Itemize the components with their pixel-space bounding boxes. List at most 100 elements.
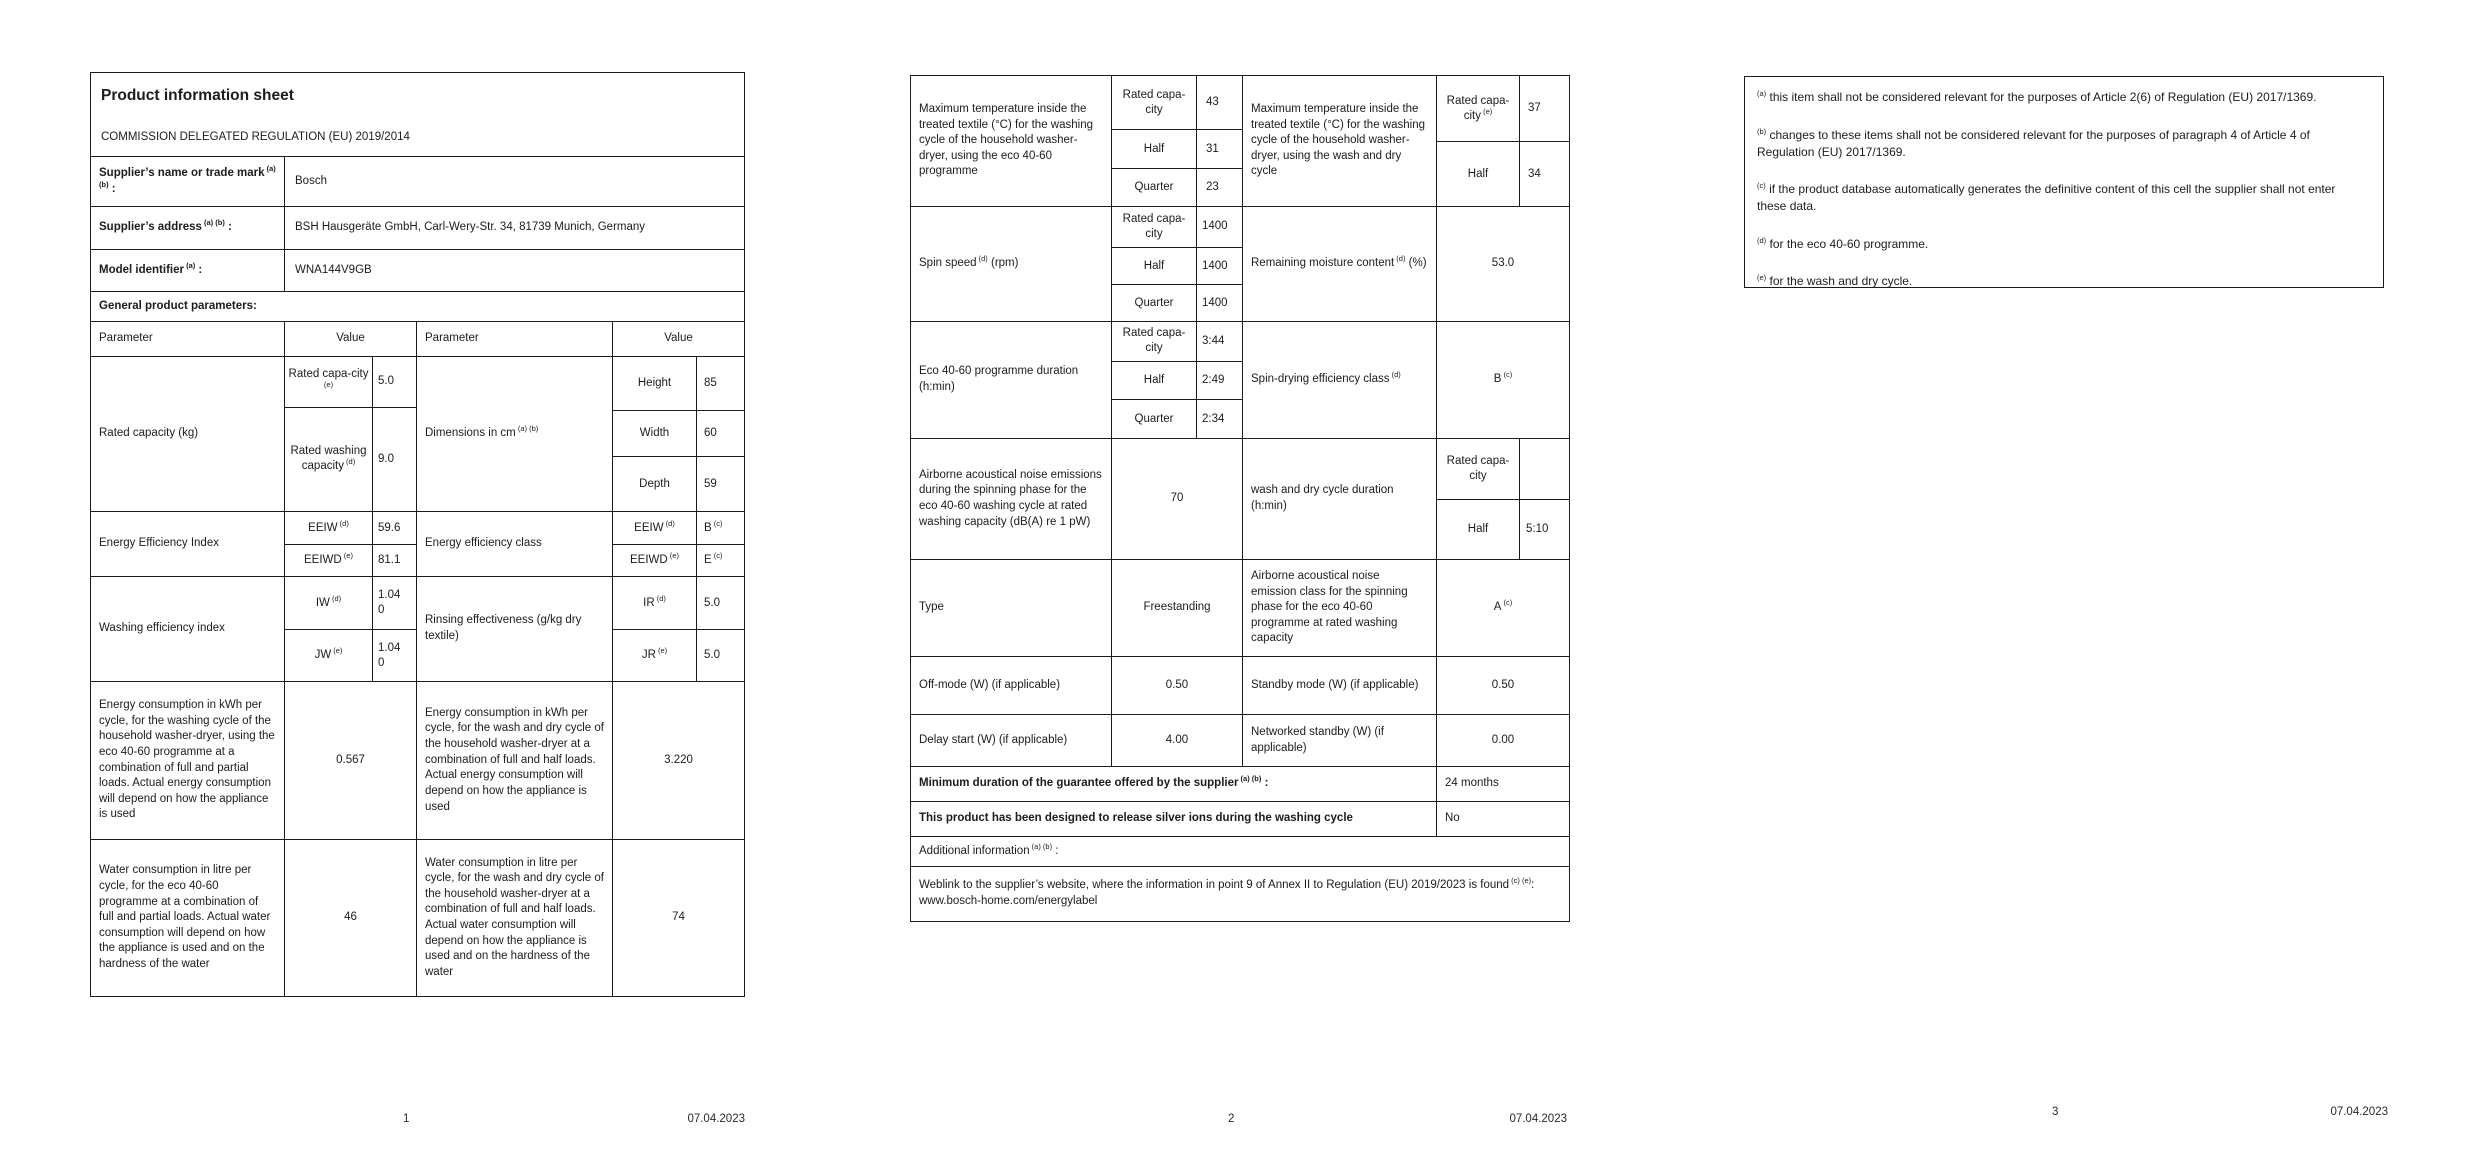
sub-label-text: EEIWD: [304, 554, 342, 567]
sub-row: Rated washing capacity (d) 9.0: [285, 406, 416, 511]
value-header-cell: Value: [612, 322, 744, 356]
rinsing-subtable: IR (d) 5.0 JR (e) 5.0: [612, 577, 744, 681]
footnote-e: (e) for the wash and dry cycle.: [1757, 273, 2363, 290]
label-colon: :: [224, 221, 232, 234]
sub-value: 2:49: [1196, 361, 1242, 400]
sub-label: EEIWD (e): [613, 545, 696, 576]
sub-row: Height 85: [613, 357, 744, 410]
water-eco-label-cell: Water consumption in litre per cycle, fo…: [91, 840, 284, 996]
value-header: Value: [336, 332, 365, 345]
footnote-ref: (c): [711, 551, 723, 561]
sub-row: Depth 59: [613, 456, 744, 511]
sub-label: Depth: [639, 477, 670, 490]
water-consumption-row: Water consumption in litre per cycle, fo…: [91, 839, 744, 996]
sub-row: EEIWD (e) E (c): [613, 544, 744, 576]
sub-value: 3:44: [1196, 322, 1242, 361]
sub-row: Rated capa-city 43: [1112, 76, 1242, 129]
model-identifier-label: Model identifier: [99, 263, 184, 276]
standby-value: 0.50: [1491, 678, 1515, 691]
guarantee-label-cell: Minimum duration of the guarantee offere…: [911, 767, 1436, 801]
regulation-subtitle: COMMISSION DELEGATED REGULATION (EU) 201…: [101, 131, 410, 144]
footnote-ref: (e): [341, 551, 353, 561]
value-header: Value: [664, 332, 693, 345]
page-1-table: Product information sheet COMMISSION DEL…: [90, 72, 745, 997]
sub-label: Rated washing capacity (d): [285, 408, 372, 511]
supplier-address-value: BSH Hausgeräte GmbH, Carl-Wery-Str. 34, …: [295, 221, 646, 234]
model-identifier-value-cell: WNA144V9GB: [284, 250, 744, 291]
moisture-value: 53.0: [1491, 257, 1515, 270]
sub-label-text: IW: [315, 596, 330, 609]
noise-class-label-cell: Airborne acoustical noise emission class…: [1242, 560, 1436, 656]
sub-label: Half: [1467, 522, 1489, 535]
class-value: E: [704, 554, 712, 567]
sub-row: Width 60: [613, 409, 744, 457]
additional-info-row: Additional information (a) (b) :: [911, 836, 1569, 866]
sub-label: Rated capa-city (e): [1437, 76, 1519, 141]
sub-label: Half: [1143, 374, 1165, 387]
supplier-name-row: Supplier’s name or trade mark (a) (b) : …: [91, 156, 744, 206]
sub-value: 85: [696, 357, 744, 410]
footnote-ref: (a) (b): [201, 218, 225, 228]
moisture-unit: (%): [1405, 257, 1427, 270]
footnote-marker: (c): [1757, 181, 1766, 191]
standby-label: Standby mode (W) (if applicable): [1251, 678, 1419, 691]
footnote-ref: (c): [711, 518, 723, 528]
page-date-2: 07.04.2023: [1509, 1113, 1567, 1125]
sub-label-text: EEIWD: [630, 554, 668, 567]
value-header-cell: Value: [284, 322, 416, 356]
off-mode-row: Off-mode (W) (if applicable) 0.50 Standb…: [911, 656, 1569, 714]
footnote-ref: (d): [663, 518, 675, 528]
sub-label: Rated capa-city (e): [285, 357, 372, 407]
delay-start-row: Delay start (W) (if applicable) 4.00 Net…: [911, 714, 1569, 766]
weblink-text: Weblink to the supplier’s website, where…: [919, 879, 1510, 892]
max-temp-wd-subtable: Rated capa-city (e) 37 Half 34: [1436, 76, 1569, 206]
footnote-ref: (a): [183, 260, 196, 270]
moisture-value-cell: 53.0: [1436, 207, 1569, 321]
sub-value: 5.0: [372, 357, 416, 407]
footnote-c: (c) if the product database automaticall…: [1757, 181, 2363, 215]
energy-eco-value: 0.567: [336, 753, 365, 766]
model-identifier-row: Model identifier (a) : WNA144V9GB: [91, 249, 744, 291]
title-row: Product information sheet COMMISSION DEL…: [91, 73, 744, 156]
noise-class-label: Airborne acoustical noise emission class…: [1251, 569, 1408, 645]
sub-row: Quarter 1400: [1112, 284, 1242, 321]
guarantee-label: Minimum duration of the guarantee offere…: [919, 777, 1239, 790]
page-2-table: Maximum temperature inside the treated t…: [910, 75, 1570, 922]
sub-label: EEIW (d): [285, 512, 372, 544]
sub-label: IW (d): [285, 577, 372, 629]
supplier-address-label-cell: Supplier’s address (a) (b) :: [91, 207, 284, 249]
delay-start-label: Delay start (W) (if applicable): [919, 733, 1068, 746]
sub-value: 1400: [1196, 247, 1242, 285]
wd-duration-subtable: Rated capa-city Half 5:10: [1436, 439, 1569, 559]
footnote-marker: (a): [1757, 89, 1767, 98]
wd-duration-label: wash and dry cycle duration (h:min): [1251, 484, 1394, 512]
silver-ions-label-cell: This product has been designed to releas…: [911, 802, 1436, 836]
label-colon: :: [108, 182, 116, 195]
sub-label-text: EEIW: [308, 521, 338, 534]
footnote-text: if the product database automatically ge…: [1757, 182, 2336, 214]
footnote-marker: (b): [1757, 126, 1767, 136]
eei-label: Energy Efficiency Index: [99, 537, 219, 550]
silver-ions-label: This product has been designed to releas…: [919, 812, 1353, 825]
max-temp-wd-label-cell: Maximum temperature inside the treated t…: [1242, 76, 1436, 206]
sub-row: Half 31: [1112, 129, 1242, 168]
noise-label-cell: Airborne acoustical noise emissions duri…: [911, 439, 1111, 559]
sub-value: 81.1: [372, 545, 416, 576]
supplier-name-value: Bosch: [295, 174, 327, 187]
weblink-url: : www.bosch-home.com/energylabel: [919, 879, 1535, 907]
sub-label: Half: [1467, 167, 1489, 180]
energy-eco-label-cell: Energy consumption in kWh per cycle, for…: [91, 682, 284, 839]
sub-value: 2:34: [1196, 400, 1242, 438]
type-row: Type Freestanding Airborne acoustical no…: [911, 559, 1569, 656]
type-value-cell: Freestanding: [1111, 560, 1242, 656]
sub-label: Rated capa-city: [1446, 454, 1510, 482]
class-value: B: [704, 521, 712, 534]
noise-value: 70: [1170, 492, 1184, 505]
sub-label: Rated capa-city: [1122, 212, 1186, 240]
energy-wd-label-cell: Energy consumption in kWh per cycle, for…: [416, 682, 612, 839]
footnote-d: (d) for the eco 40-60 programme.: [1757, 236, 2363, 253]
guarantee-value: 24 months: [1445, 777, 1499, 790]
sub-value: 43: [1196, 76, 1242, 129]
rated-capacity-label-cell: Rated capacity (kg): [91, 357, 284, 511]
rated-capacity-subtable: Rated capa-city (e) 5.0 Rated washing ca…: [284, 357, 416, 511]
